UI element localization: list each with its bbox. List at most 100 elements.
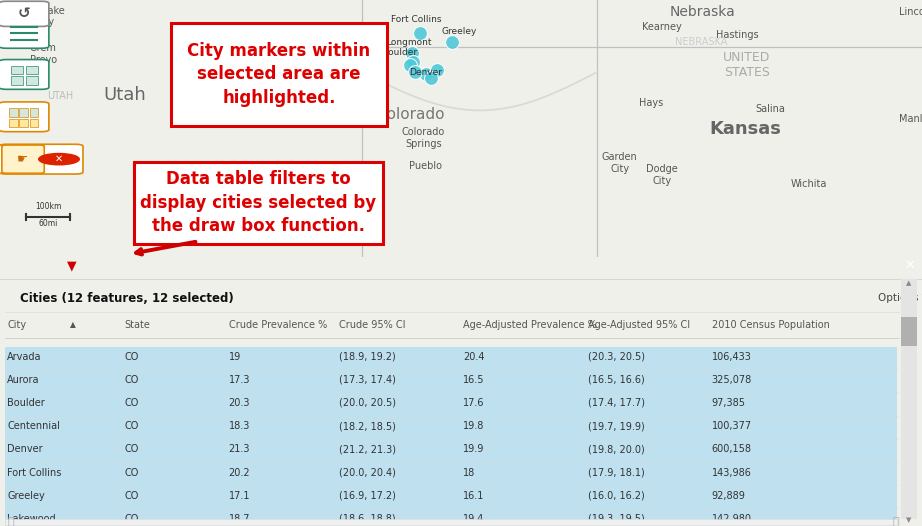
Text: Data table filters to
display cities selected by
the draw box function.: Data table filters to display cities sel… (140, 170, 376, 235)
Text: (16.9, 17.2): (16.9, 17.2) (339, 491, 396, 501)
Text: (18.9, 19.2): (18.9, 19.2) (339, 351, 396, 361)
Text: 16.1: 16.1 (463, 491, 484, 501)
Text: CO: CO (124, 398, 139, 408)
Bar (5, 393, 897, 416)
Text: 20.4: 20.4 (463, 351, 484, 361)
Text: (20.0, 20.5): (20.0, 20.5) (339, 398, 396, 408)
Text: Arvada: Arvada (7, 351, 41, 361)
Text: 〈: 〈 (7, 517, 14, 526)
Text: Garden
City: Garden City (602, 152, 637, 174)
FancyBboxPatch shape (171, 23, 387, 126)
Text: City markers within
selected area are
highlighted.: City markers within selected area are hi… (187, 42, 371, 107)
Text: 17.6: 17.6 (463, 398, 484, 408)
Text: State: State (124, 320, 150, 330)
Text: Fort Collins: Fort Collins (392, 15, 442, 24)
Text: Denver: Denver (409, 68, 443, 77)
Text: Nebraska: Nebraska (669, 5, 736, 18)
Bar (5, 486, 897, 508)
Text: 18.3: 18.3 (229, 421, 250, 431)
Point (412, 29, 427, 37)
Text: Salina: Salina (756, 104, 786, 114)
Text: 600,158: 600,158 (712, 444, 751, 454)
Text: (17.3, 17.4): (17.3, 17.4) (339, 375, 396, 385)
Text: Kansas: Kansas (709, 120, 781, 138)
Text: CO: CO (124, 468, 139, 478)
Text: Age-Adjusted 95% CI: Age-Adjusted 95% CI (588, 320, 691, 330)
Text: Grand
Junction: Grand Junction (189, 104, 228, 125)
Text: 97,385: 97,385 (712, 398, 746, 408)
Text: t Lake
City: t Lake City (35, 6, 65, 27)
Text: 17.3: 17.3 (229, 375, 250, 385)
Text: Denver: Denver (7, 444, 43, 454)
Text: City: City (7, 320, 27, 330)
Text: Cities (12 features, 12 selected): Cities (12 features, 12 selected) (20, 292, 234, 305)
Text: Hays: Hays (639, 98, 663, 108)
Text: Orem
Provo: Orem Provo (30, 43, 57, 65)
Text: Greeley: Greeley (7, 491, 45, 501)
Bar (9, 108, 18, 117)
Text: 20.3: 20.3 (229, 398, 250, 408)
Bar (26, 66, 38, 75)
Text: ▼: ▼ (67, 259, 77, 272)
Text: (19.8, 20.0): (19.8, 20.0) (588, 444, 645, 454)
Text: 17.1: 17.1 (229, 491, 250, 501)
Text: ☛: ☛ (18, 153, 29, 166)
Text: Lakewood: Lakewood (7, 514, 56, 524)
Text: Boulder: Boulder (383, 48, 418, 57)
Bar (30, 118, 38, 127)
Point (419, 69, 433, 78)
Bar (5, 417, 897, 439)
Text: Pueblo: Pueblo (408, 160, 442, 170)
Bar (19, 118, 28, 127)
Text: 100,377: 100,377 (712, 421, 752, 431)
Text: Colorado: Colorado (376, 107, 444, 122)
Circle shape (39, 154, 79, 165)
Bar (11, 66, 23, 75)
Point (406, 57, 420, 66)
Text: Boulder: Boulder (7, 398, 45, 408)
Text: Kearney: Kearney (642, 22, 682, 32)
Text: UTAH: UTAH (47, 91, 73, 102)
Text: Centennial: Centennial (7, 421, 60, 431)
Text: 142,980: 142,980 (712, 514, 751, 524)
Text: 21.3: 21.3 (229, 444, 250, 454)
Bar (5, 370, 897, 392)
Point (430, 66, 444, 74)
Text: UNITED
STATES: UNITED STATES (723, 52, 771, 79)
Text: Options ▼: Options ▼ (878, 294, 922, 304)
Bar (5, 519, 897, 525)
Point (444, 38, 459, 47)
FancyBboxPatch shape (134, 161, 383, 244)
Bar (5, 440, 897, 462)
Text: CO: CO (124, 421, 139, 431)
Text: CO: CO (124, 375, 139, 385)
Text: Wichita: Wichita (790, 179, 827, 189)
Text: ✕: ✕ (55, 154, 63, 164)
Point (403, 61, 418, 69)
Text: NEBRASKA: NEBRASKA (675, 37, 727, 47)
Text: (17.9, 18.1): (17.9, 18.1) (588, 468, 645, 478)
Text: (21.2, 21.3): (21.2, 21.3) (339, 444, 396, 454)
Bar (26, 76, 38, 85)
Text: (18.6, 18.8): (18.6, 18.8) (339, 514, 396, 524)
Bar (901, 317, 917, 347)
Text: Greeley: Greeley (442, 27, 477, 36)
Text: 143,986: 143,986 (712, 468, 751, 478)
FancyBboxPatch shape (0, 1, 49, 26)
Text: 2010 Census Population: 2010 Census Population (712, 320, 830, 330)
Text: Crude 95% CI: Crude 95% CI (339, 320, 406, 330)
FancyBboxPatch shape (2, 145, 44, 173)
Text: 19: 19 (229, 351, 241, 361)
FancyBboxPatch shape (0, 18, 49, 48)
Text: (19.7, 19.9): (19.7, 19.9) (588, 421, 645, 431)
Text: ↺: ↺ (18, 6, 30, 22)
Bar (901, 279, 917, 519)
Text: CO: CO (124, 514, 139, 524)
Bar (19, 108, 28, 117)
Text: ▼: ▼ (906, 517, 912, 523)
Text: 106,433: 106,433 (712, 351, 751, 361)
Text: 18.7: 18.7 (229, 514, 250, 524)
Text: 19.4: 19.4 (463, 514, 484, 524)
Text: 〉: 〉 (892, 517, 899, 526)
Text: ▲: ▲ (906, 280, 912, 286)
